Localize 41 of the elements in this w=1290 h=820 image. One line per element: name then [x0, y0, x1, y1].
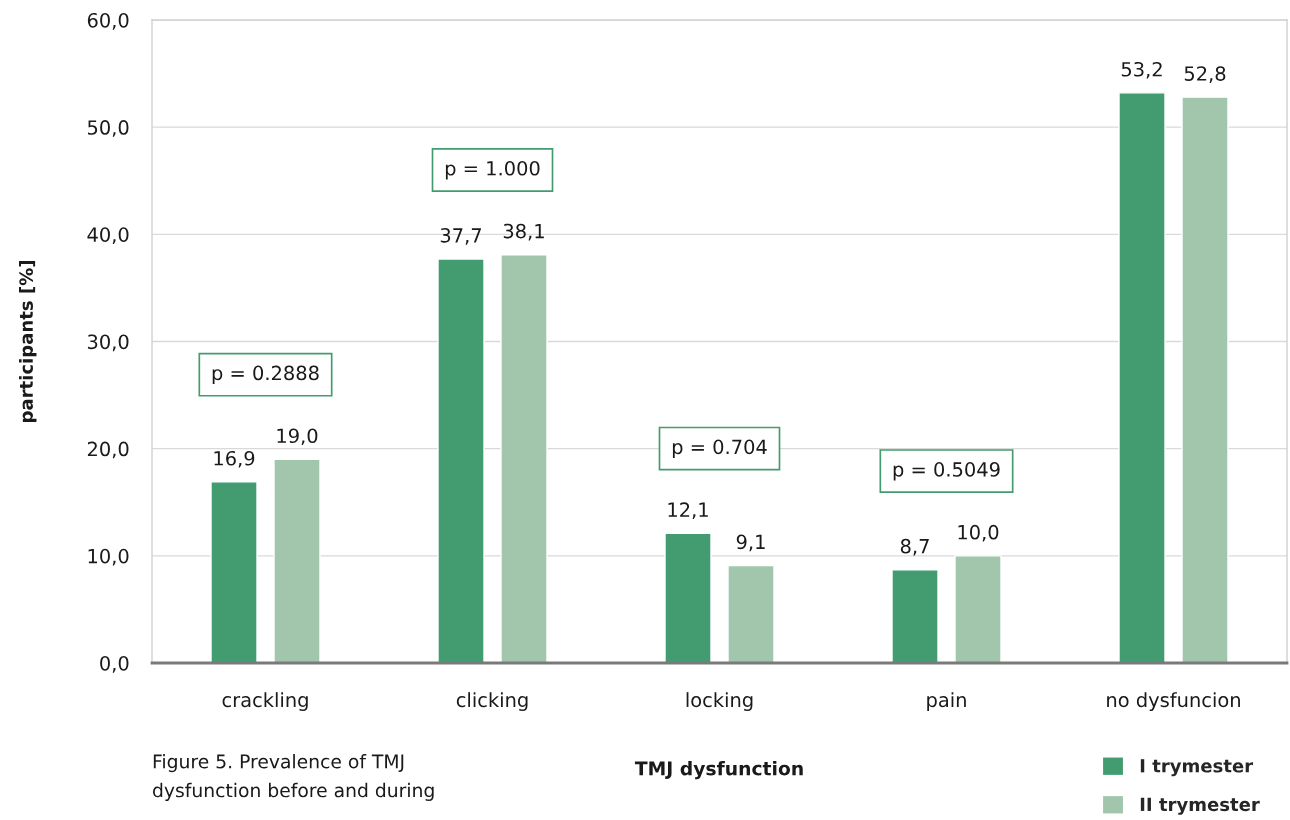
bar — [1118, 92, 1166, 663]
data-label: 9,1 — [736, 534, 765, 552]
annotation: p = 0.704 — [672, 439, 767, 459]
x-axis-title: TMJ dysfunction — [634, 760, 803, 780]
y-tick-label: 60,0 — [87, 12, 129, 30]
bar — [273, 458, 321, 663]
legend-label: II trymester — [1140, 797, 1260, 815]
data-label: 19,0 — [277, 428, 318, 446]
bar — [891, 569, 939, 663]
data-label: 38,1 — [503, 223, 544, 241]
text: Figure 5. Prevalence of TMJ dysfunction before and during — [153, 754, 434, 801]
y-tick-label: 0,0 — [100, 655, 129, 673]
y-tick-label: 50,0 — [87, 120, 129, 137]
annotation: p = 1.000 — [445, 160, 540, 180]
x-tick-label: pain — [927, 692, 966, 711]
data-label: 8,7 — [900, 538, 929, 556]
legend-label: I trymester — [1140, 759, 1254, 777]
x-tick-label: clicking — [456, 692, 528, 711]
data-label: 53,2 — [1121, 61, 1162, 79]
data-label: 52,8 — [1184, 66, 1226, 83]
data-label: 37,7 — [440, 228, 481, 245]
bar — [437, 258, 485, 663]
bar — [954, 555, 1002, 663]
bar — [664, 532, 712, 663]
bar — [210, 481, 258, 663]
y-tick-label: 20,0 — [87, 441, 129, 459]
x-tick-label: locking — [686, 692, 753, 711]
bar — [1181, 96, 1229, 663]
x-tick-label: no dysfuncion — [1107, 692, 1240, 711]
bar — [727, 564, 775, 663]
data-label: 12,1 — [668, 502, 708, 520]
data-label: 10,0 — [958, 524, 999, 542]
y-axis-title: participants [%] — [19, 261, 37, 422]
bar — [500, 253, 548, 663]
y-tick-label: 30,0 — [87, 334, 129, 352]
data-label: 16,9 — [214, 450, 255, 468]
x-tick-label: crackling — [222, 692, 308, 711]
y-tick-label: 10,0 — [88, 548, 129, 566]
annotation: p = 0.2888 — [212, 365, 319, 385]
annotation: p = 0.5049 — [893, 462, 1000, 481]
y-tick-label: 40,0 — [87, 227, 129, 244]
